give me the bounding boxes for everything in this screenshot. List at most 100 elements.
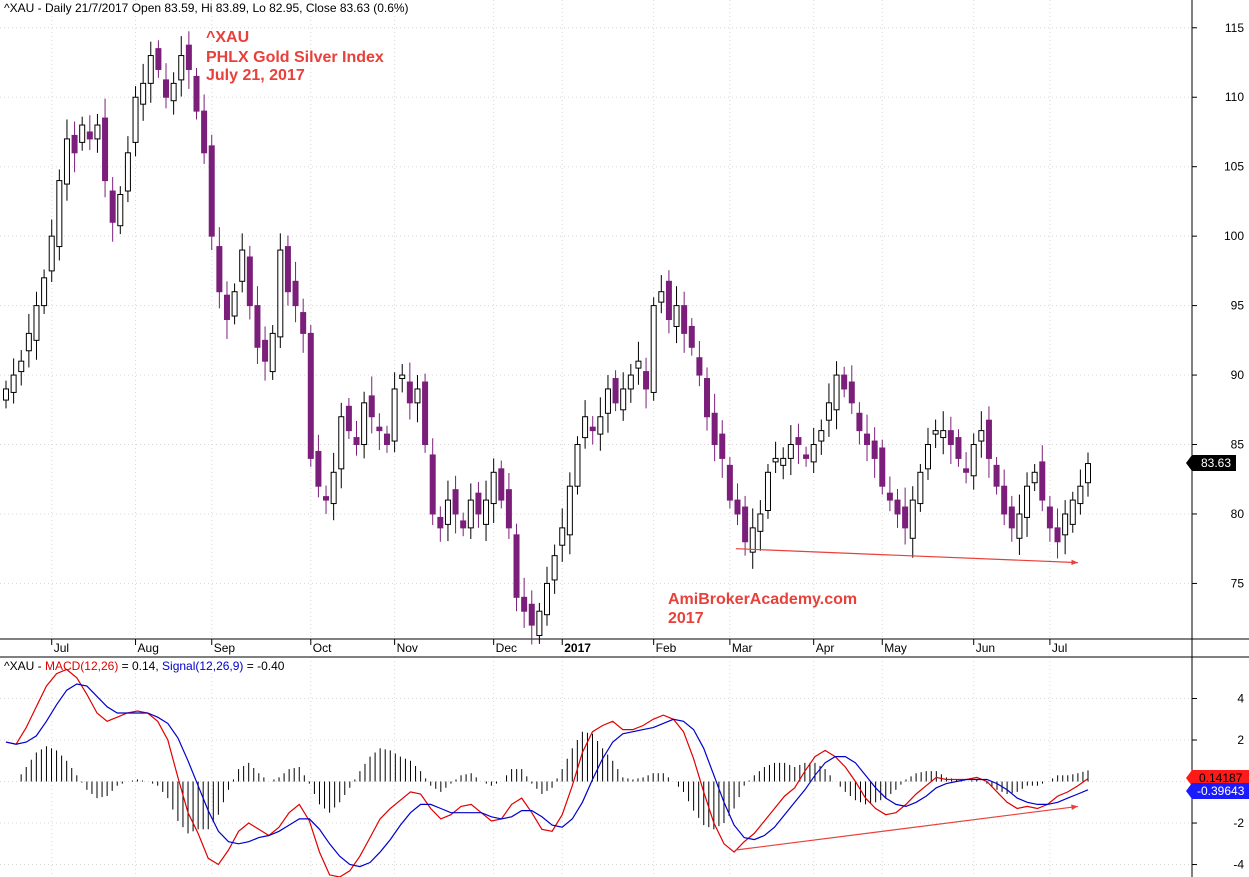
candle-down [719,433,726,459]
candle-down [475,492,482,515]
candle-up [1077,485,1084,505]
candle-down [429,454,436,515]
month-x-axis: Jul Aug Sep Oct Nov Dec 2017 Feb Mar Apr May Jun Jul [51,639,1067,655]
candle-up [56,180,63,248]
candle-down [208,145,215,237]
candle-down [993,464,1000,487]
month-tick-label: Dec [496,641,517,655]
candle-up [787,444,794,459]
signal-badge-value: -0.39643 [1197,784,1245,798]
candle-down [711,412,718,446]
candle-up [132,96,139,143]
candle-up [551,555,558,581]
candle-down [185,44,192,70]
candle-up [33,305,40,341]
candle-down [109,190,116,223]
candle-down [406,381,413,404]
candle-up [467,499,474,529]
month-tick-label: Feb [656,641,677,655]
candle-down [1039,461,1046,501]
macd-value-badge: 0.14187 [1186,770,1249,786]
price-tick-label: 100 [1224,229,1244,243]
candle-up [932,430,939,435]
candle-down [376,426,383,432]
candle-down [284,246,291,293]
candle-down [894,499,901,515]
candle-up [79,124,86,143]
signal-line [5,683,1089,868]
candle-up [41,277,48,307]
candle-down [300,312,307,334]
candle-up [124,152,131,192]
macd-tick-label: -2 [1233,816,1244,830]
candle-up [833,374,840,411]
price-tick-label: 115 [1225,21,1244,35]
macd-legend-name: MACD(12,26) [45,659,118,673]
candle-up [559,527,566,546]
candle-up [1069,499,1076,525]
candle-down [353,437,360,446]
price-tick-label: 85 [1231,438,1245,452]
candle-up [764,471,771,512]
candle-up [924,444,931,470]
month-tick-label: Aug [138,641,159,655]
candle-up [810,444,817,463]
month-tick-label: Sep [214,641,236,655]
candle-down [848,381,855,404]
candle-down [498,468,505,501]
macd-tick-label: -4 [1233,858,1244,872]
candle-up [330,471,337,505]
macd-header: ^XAU - MACD(12,26) = 0.14, Signal(12,26,… [4,659,285,673]
month-tick-label: Jun [976,641,995,655]
candle-down [163,79,170,98]
candle-up [483,499,490,525]
price-tick-label: 80 [1231,507,1245,521]
candle-up [780,457,787,466]
candle-down [223,294,230,320]
price-trendline-arrowhead [1071,559,1078,566]
candle-up [772,457,779,463]
annotation-ticker: ^XAU [206,29,249,46]
price-tick-label: 105 [1224,160,1244,174]
candle-down [383,433,390,446]
candle-down [734,499,741,515]
candle-down [102,117,109,182]
candle-down [323,496,330,501]
candle-down [216,246,223,293]
candle-up [635,360,642,369]
candle-down [1046,506,1053,529]
candle-down [886,492,893,501]
candle-up [620,388,627,411]
candle-down [856,412,863,432]
candle-down [864,433,871,446]
candle-down [985,419,992,459]
candle-down [86,131,93,140]
candle-down [742,506,749,543]
price-trendline [735,548,1078,564]
candle-down [193,75,200,112]
candle-up [3,388,9,401]
candle-up [239,249,246,282]
candle-down [368,395,375,418]
candle-up [574,444,581,487]
candle-down [315,450,322,487]
candle-up [490,471,497,505]
candle-down [452,489,459,515]
macd-value-badge-bg [1186,770,1249,786]
candle-down [612,378,619,404]
month-tick-label: Oct [313,641,332,655]
candle-up [48,235,55,272]
candle-down [437,516,444,529]
candle-up [1024,485,1031,518]
candle-down [1001,485,1008,515]
candle-up [536,610,543,637]
price-tick-label: 90 [1231,368,1245,382]
candle-up [117,193,124,227]
month-tick-label: Nov [397,641,418,655]
month-tick-label: Mar [732,641,753,655]
candle-down [871,440,878,459]
divergence-trendlines [735,548,1078,851]
candle-up [391,388,398,442]
candle-up [1085,463,1091,484]
candle-up [940,430,947,439]
